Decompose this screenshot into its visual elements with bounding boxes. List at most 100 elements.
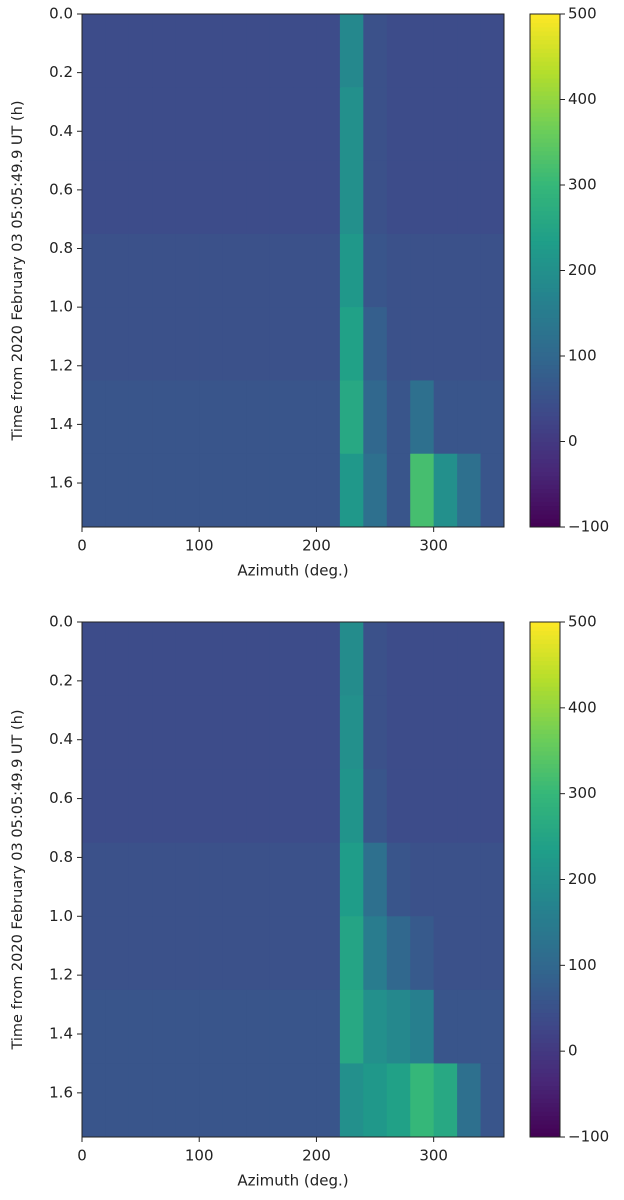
colorbar-swatch [530,142,560,148]
colorbar-swatch [530,656,560,662]
y-tick-label: 0.6 [49,180,73,198]
heatmap-cell [433,916,458,991]
colorbar-swatch [530,952,560,958]
colorbar-swatch [530,823,560,829]
colorbar-swatch [530,703,560,709]
colorbar-swatch [530,737,560,743]
heatmap-cell [410,160,435,235]
colorbar-tick-label: −100 [568,518,609,536]
heatmap-cell [480,14,505,88]
colorbar-swatch [530,411,560,417]
heatmap-cell [199,380,224,455]
colorbar-swatch [530,163,560,169]
heatmap-cell [246,916,271,991]
heatmap-cell [386,916,411,991]
colorbar-swatch [530,317,560,323]
colorbar-swatch [530,763,560,769]
heatmap-cell [386,695,411,770]
colorbar-swatch [530,501,560,507]
colorbar-swatch [530,232,560,237]
colorbar-swatch [530,86,560,92]
heatmap-cell [293,160,317,235]
colorbar-swatch [530,172,560,177]
colorbar-swatch [530,394,560,400]
colorbar-swatch [530,733,560,739]
colorbar-swatch [530,755,560,760]
heatmap-cell [410,453,435,528]
colorbar-swatch [530,853,560,859]
colorbar-swatch [530,197,560,203]
y-tick-label: 0.2 [49,63,73,81]
heatmap-cell [152,14,177,88]
heatmap-cell [457,307,482,381]
heatmap-cell [339,14,364,88]
x-tick-label: 0 [77,537,87,555]
heatmap-cell [316,307,341,381]
heatmap-cell [152,989,177,1064]
colorbar-swatch [530,73,560,79]
colorbar-swatch [530,137,560,143]
x-tick-label: 100 [185,537,214,555]
x-tick-label: 200 [302,1147,331,1165]
heatmap-cell [363,380,388,455]
colorbar-swatch [530,415,560,421]
heatmap-cell [105,14,130,88]
colorbar-swatch [530,458,560,464]
heatmap-cell [175,842,200,917]
heatmap-cell [222,14,247,88]
heatmap-cell [222,695,247,770]
colorbar-swatch [530,720,560,726]
colorbar-swatch [530,492,560,498]
heatmap-cell [316,989,341,1064]
colorbar-swatch [530,819,560,825]
colorbar-swatch [530,832,560,838]
heatmap-cell [480,695,505,770]
colorbar-swatch [530,1085,560,1091]
colorbar-swatch [530,343,560,348]
y-tick-label: 0.0 [49,5,73,23]
heatmap-cell [269,842,294,917]
heatmap-cell [363,307,388,381]
heatmap-cell [82,622,106,697]
y-tick-label: 0.4 [49,730,73,748]
heatmap-cell [339,989,364,1064]
heatmap-cell [410,695,435,770]
heatmap-cell [433,380,458,455]
y-tick-label: 0.8 [49,239,73,257]
colorbar-swatch [530,26,560,32]
colorbar-swatch [530,287,560,293]
colorbar-swatch [530,390,560,395]
colorbar-swatch [530,219,560,224]
heatmap-cell [433,87,458,162]
colorbar-swatch [530,712,560,717]
x-tick-label: 0 [77,1147,87,1165]
colorbar-tick-label: −100 [568,1128,609,1146]
heatmap-cell [82,769,106,844]
colorbar-swatch [530,167,560,173]
colorbar-swatch [530,291,560,297]
heatmap-cell [222,916,247,991]
heatmap-cell [457,1063,482,1138]
heatmap-cell [246,1063,271,1138]
heatmap-cell [128,769,153,844]
colorbar-swatch [530,509,560,515]
heatmap-cell [480,87,505,162]
heatmap-cell [269,989,294,1064]
colorbar-swatch [530,270,560,276]
colorbar-swatch [530,330,560,336]
colorbar-swatch [530,1029,560,1035]
heatmap-cell [363,160,388,235]
colorbar-swatch [530,858,560,863]
colorbar-swatch [530,626,560,632]
colorbar-swatch [530,926,560,932]
heatmap-cell [152,380,177,455]
colorbar-swatch [530,1132,560,1138]
heatmap-cell [105,842,130,917]
heatmap-cell [433,453,458,528]
colorbar-swatch [530,1051,560,1056]
heatmap-cell [457,769,482,844]
heatmap-cell [175,453,200,528]
heatmap-cell [363,842,388,917]
heatmap-cell [363,622,388,697]
heatmap-cell [222,622,247,697]
